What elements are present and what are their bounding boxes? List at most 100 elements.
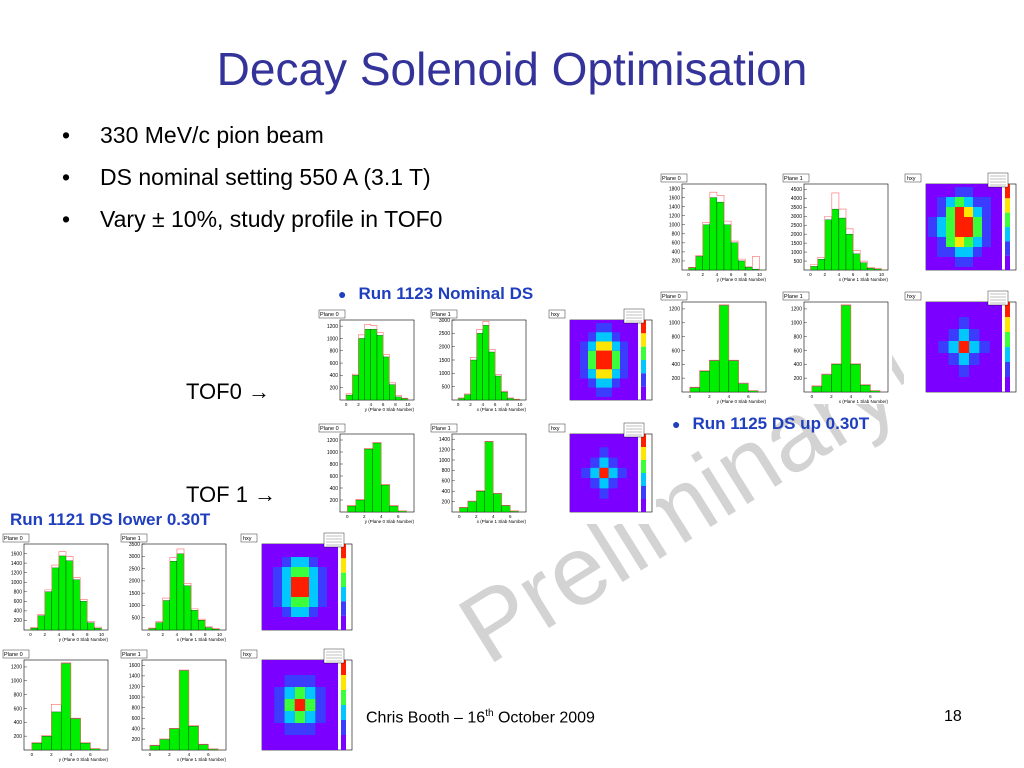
x-tick-label: 0 <box>809 272 812 277</box>
run-label-up: ● Run 1125 DS up 0.30T <box>672 414 869 434</box>
heatmap-cell <box>608 478 618 489</box>
x-tick-label: 6 <box>494 402 497 407</box>
bullet-text: 330 MeV/c pion beam <box>100 122 324 148</box>
heatmap-cell <box>588 350 596 360</box>
x-axis-label: y (Plane 0 Slab Number) <box>59 757 109 762</box>
x-tick-label: 0 <box>689 394 692 399</box>
histogram-bar <box>716 201 725 271</box>
y-tick-label: 800 <box>672 232 681 238</box>
histogram-bar <box>845 234 854 271</box>
y-tick-label: 400 <box>132 727 141 733</box>
heatmap-cell <box>938 353 949 365</box>
histogram-bar <box>159 739 170 751</box>
x-tick-label: 0 <box>687 272 690 277</box>
y-tick-label: 800 <box>330 462 339 468</box>
y-tick-label: 1500 <box>129 591 140 597</box>
heatmap-cell <box>617 467 627 479</box>
x-tick-label: 0 <box>149 752 152 757</box>
x-tick-label: 0 <box>457 402 460 407</box>
histogram-bar <box>850 364 861 393</box>
y-tick-label: 200 <box>330 385 339 391</box>
histogram-bar <box>212 628 220 631</box>
plot-svg: Plane 1 200 400 600 800 1000 1200 0 2 4 6x (Plane … <box>782 290 892 404</box>
heatmap-cell <box>309 567 318 577</box>
plot-title-box <box>548 423 566 433</box>
bullet-marker: • <box>62 122 71 148</box>
heatmap-cell <box>315 687 326 699</box>
plot-svg: hxy <box>548 308 656 412</box>
heatmap-cell <box>604 323 612 333</box>
histogram-bar <box>817 259 825 271</box>
plot-title: Plane 1 <box>432 426 451 432</box>
x-axis-label: y (Plane 0 Slab Number) <box>365 407 415 412</box>
histogram-outline <box>148 548 220 630</box>
y-tick-label: 1200 <box>11 665 22 671</box>
heatmap-cell <box>327 597 336 607</box>
y-tick-label: 1500 <box>791 241 802 247</box>
plot-title-box <box>782 173 810 183</box>
heatmap-cell <box>982 207 991 217</box>
heatmap-cell <box>581 467 591 479</box>
heatmap-cell <box>273 587 282 597</box>
histogram-bar <box>389 505 399 513</box>
heatmap-cell <box>946 227 955 237</box>
x-tick-label: 6 <box>730 272 733 277</box>
y-tick-label: 1200 <box>669 307 680 313</box>
x-tick-label: 0 <box>811 394 814 399</box>
heatmap-cell <box>620 332 628 342</box>
heatmap-cell <box>604 387 612 397</box>
heatmap-cell <box>973 217 982 227</box>
heatmap-cell <box>294 723 306 735</box>
heatmap-cell <box>628 341 636 351</box>
histogram-bar <box>395 396 402 401</box>
heatmap-cell <box>964 247 973 257</box>
histogram-bar <box>821 374 832 393</box>
slide-title: Decay Solenoid Optimisation <box>216 43 808 95</box>
heatmap-cell <box>612 378 620 388</box>
x-tick-label: 8 <box>866 272 869 277</box>
y-tick-label: 400 <box>794 362 803 368</box>
y-tick-label: 200 <box>672 376 681 382</box>
heatmap-cell <box>620 360 628 370</box>
histogram-bar <box>183 585 192 631</box>
histogram-bar <box>513 399 521 401</box>
plot-svg: Plane 0 200 400 600 800 1000 1200 0 2 4 6y (Plane … <box>2 648 112 762</box>
heatmap-cell <box>982 197 991 207</box>
heatmap-cell <box>300 577 309 587</box>
y-tick-label: 400 <box>14 720 23 726</box>
bullet-marker: ● <box>672 416 681 432</box>
plot-title: Plane 0 <box>4 536 23 542</box>
heatmap-cell <box>937 227 946 237</box>
histogram-bar <box>476 333 483 401</box>
heatmap-cell <box>955 187 964 197</box>
heatmap-cell <box>946 237 955 247</box>
histogram-bar <box>169 728 180 751</box>
heatmap-cell <box>588 387 596 397</box>
histogram-outline <box>149 669 219 750</box>
heatmap-cell <box>599 457 609 468</box>
histogram-bar <box>58 555 67 631</box>
y-tick-label: 800 <box>14 692 23 698</box>
heatmap-cell <box>294 687 306 699</box>
bullet-text: Vary ± 10%, study profile in TOF0 <box>100 206 443 232</box>
heatmap-cell <box>964 217 973 227</box>
histogram-bar <box>860 384 871 393</box>
x-tick-label: 2 <box>43 632 46 637</box>
histogram-bar <box>695 256 703 271</box>
heatmap-cell <box>969 317 980 329</box>
y-tick-label: 1000 <box>11 580 22 586</box>
x-axis-label: x (Plane 1 Slab Number) <box>177 637 227 642</box>
plot-svg: Plane 1 200 400 600 800 1000 1200 1400 0 2 4 6x (Pl… <box>430 422 530 524</box>
heatmap-cell <box>969 341 980 353</box>
y-tick-label: 500 <box>132 616 141 622</box>
histogram-bar <box>482 325 490 401</box>
y-tick-label: 800 <box>794 334 803 340</box>
histogram-bar <box>688 267 696 271</box>
heatmap-cell <box>264 587 273 597</box>
bullet-marker: ● <box>338 286 347 302</box>
heatmap-cell <box>294 675 306 687</box>
plot-title-box <box>240 649 258 659</box>
heatmap-cell <box>938 341 949 353</box>
histogram-bar <box>381 484 390 513</box>
heatmap-cell <box>969 365 980 377</box>
